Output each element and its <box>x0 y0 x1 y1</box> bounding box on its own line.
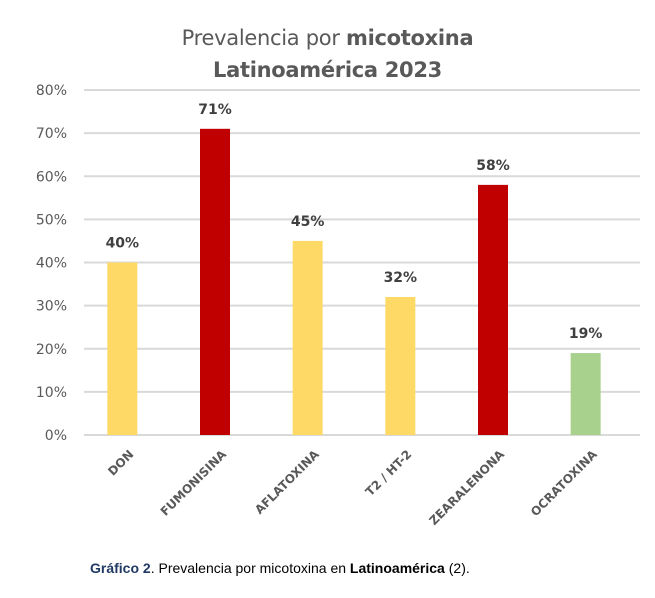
data-label: 40% <box>106 236 140 252</box>
x-tick-label: OCRATOXINA <box>528 447 600 519</box>
caption-label: Gráfico 2 <box>90 560 151 576</box>
x-tick-label: ZEARALENONA <box>426 447 507 528</box>
chart-title-line-1: Prevalencia por micotoxina <box>0 26 655 50</box>
y-tick-label: 60% <box>36 169 67 185</box>
bar-chart: 0% 10% 20% 30% 40% 50% 60% 70% 80% 40% DON 71% FUMON… <box>36 83 640 528</box>
data-label: 19% <box>569 326 603 342</box>
bar <box>107 262 138 435</box>
bar <box>385 297 416 435</box>
y-tick-label: 10% <box>36 385 67 401</box>
caption-bold: Latinoamérica <box>349 560 445 576</box>
x-tick-label: T2 / HT-2 <box>363 447 415 499</box>
bar <box>570 353 601 435</box>
data-label: 71% <box>198 102 232 118</box>
data-label: 32% <box>384 270 418 286</box>
chart-title-line-2: Latinoamérica 2023 <box>0 58 655 82</box>
caption-text: . Prevalencia por micotoxina en <box>150 560 350 576</box>
data-label: 58% <box>476 158 510 174</box>
x-tick-label: FUMONISINA <box>158 447 230 519</box>
y-tick-label: 20% <box>36 342 67 358</box>
caption-text-end: (2). <box>444 560 470 576</box>
figure-caption: Gráfico 2. Prevalencia por micotoxina en… <box>90 560 470 576</box>
chart-title-bold: micotoxina <box>346 26 474 50</box>
bar <box>292 240 323 435</box>
x-tick-label: DON <box>105 447 136 478</box>
y-tick-label: 40% <box>36 256 67 272</box>
chart-subtitle: Latinoamérica 2023 <box>213 58 442 82</box>
bar <box>478 184 508 435</box>
y-tick-label: 0% <box>45 428 67 444</box>
chart-title-regular: Prevalencia por <box>181 26 347 50</box>
y-tick-label: 50% <box>36 212 67 228</box>
x-tick-label: AFLATOXINA <box>252 447 322 517</box>
bar <box>200 128 230 435</box>
y-tick-label: 30% <box>36 299 67 315</box>
y-tick-label: 80% <box>36 83 67 99</box>
y-tick-label: 70% <box>36 126 67 142</box>
data-label: 45% <box>291 214 325 230</box>
